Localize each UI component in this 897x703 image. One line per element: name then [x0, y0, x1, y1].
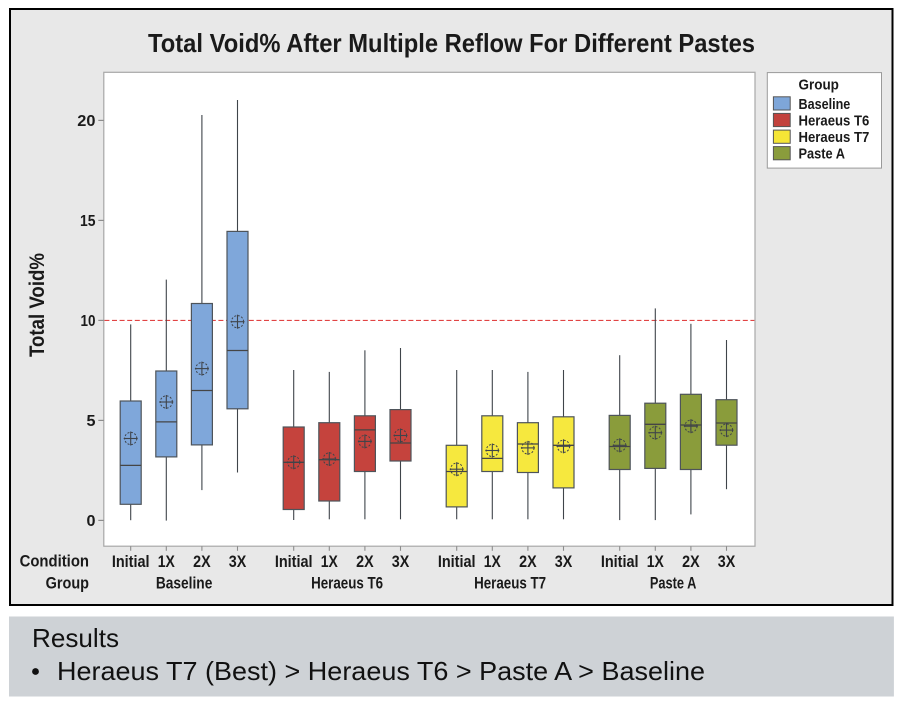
svg-text:0: 0: [87, 513, 96, 530]
svg-text:1X: 1X: [484, 552, 502, 571]
svg-text:3X: 3X: [229, 552, 247, 571]
svg-text:Initial: Initial: [601, 552, 639, 571]
svg-text:2X: 2X: [193, 552, 211, 571]
svg-text:Initial: Initial: [275, 552, 313, 571]
svg-text:Heraeus T7 (Best) > Heraeus T6: Heraeus T7 (Best) > Heraeus T6 > Paste A…: [57, 656, 705, 686]
svg-text:Total Void%: Total Void%: [25, 253, 49, 357]
svg-text:5: 5: [87, 413, 96, 430]
svg-text:1X: 1X: [321, 552, 339, 571]
svg-text:1X: 1X: [158, 552, 176, 571]
svg-text:3X: 3X: [718, 552, 736, 571]
svg-text:Condition: Condition: [20, 552, 89, 571]
svg-text:3X: 3X: [392, 552, 410, 571]
svg-text:Initial: Initial: [438, 552, 476, 571]
svg-text:2X: 2X: [682, 552, 700, 571]
svg-text:2X: 2X: [519, 552, 537, 571]
svg-text:Heraeus T6: Heraeus T6: [799, 113, 870, 130]
svg-text:3X: 3X: [555, 552, 573, 571]
svg-text:Results: Results: [32, 623, 119, 653]
svg-text:Paste A: Paste A: [799, 146, 846, 163]
svg-text:1X: 1X: [647, 552, 665, 571]
svg-text:Total Void% After Multiple Ref: Total Void% After Multiple Reflow For Di…: [148, 28, 755, 58]
svg-text:Heraeus T7: Heraeus T7: [799, 129, 870, 146]
svg-text:Heraeus T7: Heraeus T7: [474, 574, 546, 593]
svg-text:10: 10: [81, 313, 96, 330]
svg-text:Paste A: Paste A: [650, 574, 697, 593]
svg-text:Initial: Initial: [112, 552, 150, 571]
svg-text:Baseline: Baseline: [799, 96, 851, 113]
svg-text:Baseline: Baseline: [156, 574, 213, 593]
svg-text:15: 15: [80, 213, 96, 230]
svg-text:Group: Group: [799, 76, 839, 93]
svg-text:2X: 2X: [356, 552, 374, 571]
svg-text:20: 20: [77, 113, 95, 130]
svg-text:Heraeus T6: Heraeus T6: [311, 574, 383, 593]
svg-text:Group: Group: [46, 574, 89, 593]
